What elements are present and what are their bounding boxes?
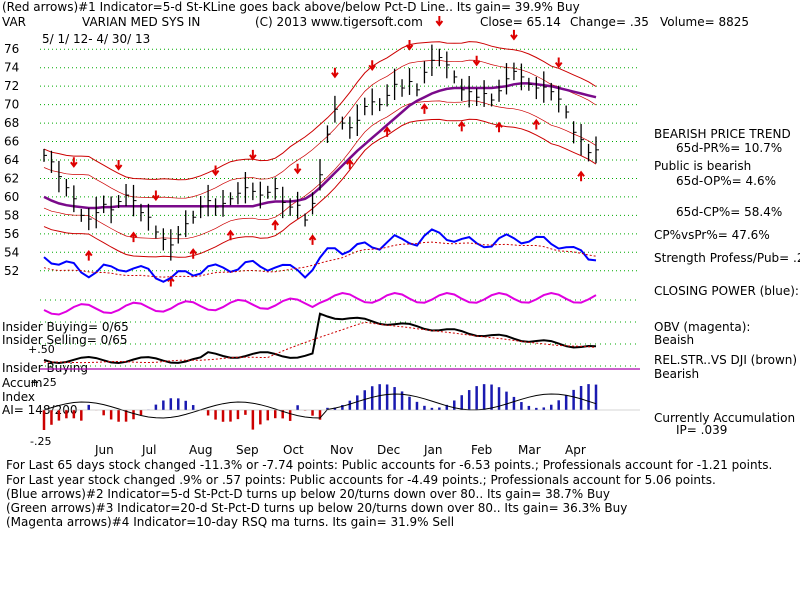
buy-arrow-icon	[383, 126, 391, 137]
sell-arrow-icon	[70, 157, 78, 168]
y-tick-label: 72	[4, 79, 19, 93]
accum-label: Accum	[2, 376, 43, 390]
closing-power-ma	[43, 241, 597, 278]
plus25-tick: +.25	[30, 376, 57, 389]
y-tick-label: 66	[4, 135, 19, 149]
cpvspr-stat: CP%vsPr%= 47.6%	[654, 228, 770, 242]
copyright-text: (C) 2013 www.tigersoft.com	[255, 15, 423, 29]
obv-label: OBV (magenta):	[654, 320, 751, 334]
strength-stat: Strength Profess/Pub= .2	[654, 251, 800, 265]
footer-line-5: (Magenta arrows)#4 Indicator=10-day RSQ …	[6, 515, 455, 529]
buy-arrow-icon	[226, 229, 235, 241]
closing-power-line	[43, 228, 597, 283]
op-stat: 65d-OP%= 4.6%	[676, 174, 776, 188]
volume-value: Volume= 8825	[660, 15, 750, 29]
sell-arrow-icon	[472, 55, 481, 67]
sell-arrow-icon	[554, 57, 563, 69]
y-tick-label: 58	[4, 208, 19, 222]
footer-line-2: For Last year stock changed .9% or .57 p…	[6, 473, 716, 487]
accumulation-label: Currently Accumulation	[654, 411, 796, 425]
sell-arrow-icon	[114, 160, 123, 171]
buy-arrow-icon	[532, 118, 541, 130]
y-tick-label: 60	[4, 190, 19, 204]
plus50-tick: +.50	[28, 343, 55, 356]
x-tick-label: Apr	[565, 443, 586, 457]
y-tick-label: 68	[4, 116, 19, 130]
lower-band	[43, 118, 597, 258]
buy-arrow-icon	[495, 121, 503, 133]
closing-power-label: CLOSING POWER (blue):	[654, 284, 799, 298]
x-tick-label: Aug	[189, 443, 212, 457]
trend-title: BEARISH PRICE TREND	[654, 127, 791, 141]
relstr-label: REL.STR..VS DJI (brown)	[654, 353, 798, 367]
y-tick-label: 74	[4, 61, 19, 75]
public-stat: Public is bearish	[654, 159, 752, 173]
change-value: Change= .35	[570, 15, 649, 29]
insider-selling-count: Insider Selling= 0/65	[2, 333, 128, 347]
insider-buying-line-label: Insider Buying	[2, 361, 88, 375]
x-tick-label: Dec	[377, 443, 400, 457]
y-tick-label: 64	[4, 153, 19, 167]
sell-arrow-icon	[249, 149, 257, 161]
x-tick-label: Sep	[236, 443, 259, 457]
sell-arrow-icon	[293, 163, 302, 175]
pr-stat: 65d-PR%= 10.7%	[676, 141, 783, 155]
x-tick-label: Jun	[94, 443, 114, 457]
cp-stat: 65d-CP%= 58.4%	[676, 205, 783, 219]
buy-arrow-icon	[420, 103, 429, 114]
x-tick-label: Jan	[423, 443, 443, 457]
buy-arrow-icon	[189, 248, 197, 259]
buy-arrow-icon	[129, 231, 138, 243]
buy-arrow-icon	[346, 158, 354, 170]
y-tick-label: 54	[4, 245, 19, 259]
ticker-symbol: VAR	[2, 15, 26, 29]
relative-strength-ma	[43, 321, 597, 364]
y-tick-label: 70	[4, 98, 19, 112]
sell-arrow-icon	[510, 29, 518, 41]
y-tick-label: 56	[4, 227, 19, 241]
x-tick-label: Jul	[141, 443, 156, 457]
company-name: VARIAN MED SYS IN	[82, 15, 201, 29]
x-tick-label: Oct	[283, 443, 304, 457]
sell-arrow-icon	[435, 16, 444, 27]
header-indicator-line: (Red arrows)#1 Indicator=5-d St-KLine go…	[2, 0, 580, 14]
x-tick-label: Nov	[330, 443, 353, 457]
y-tick-label: 76	[4, 42, 19, 56]
x-tick-label: Feb	[471, 443, 492, 457]
inner-upper-band	[43, 59, 597, 199]
footer-line-1: For Last 65 days stock changed -11.3% or…	[6, 458, 773, 472]
obv-state: Beaish	[654, 333, 695, 347]
index-label: Index	[2, 390, 36, 404]
sell-arrow-icon	[405, 40, 414, 51]
buy-arrow-icon	[271, 219, 280, 231]
obv-line	[43, 291, 597, 316]
buy-arrow-icon	[84, 249, 93, 261]
relative-strength-line	[43, 312, 597, 365]
sell-arrow-icon	[152, 190, 160, 202]
upper-band	[43, 41, 597, 181]
date-range: 5/ 1/ 12- 4/ 30/ 13	[42, 32, 151, 46]
buy-arrow-icon	[457, 120, 466, 132]
y-tick-label: 62	[4, 171, 19, 185]
footer-line-3: (Blue arrows)#2 Indicator=5-d St-Pct-D t…	[6, 487, 610, 501]
sell-arrow-icon	[331, 67, 339, 79]
sell-arrow-icon	[211, 165, 220, 177]
minus25-tick: -.25	[30, 435, 52, 448]
accum-ma-line	[43, 393, 597, 419]
x-tick-label: Mar	[518, 443, 541, 457]
footer-line-4: (Green arrows)#3 Indicator=20-d St-Pct-D…	[6, 501, 628, 515]
close-price: Close= 65.14	[480, 15, 561, 29]
y-tick-label: 52	[4, 264, 19, 278]
sell-arrow-icon	[368, 60, 377, 71]
ip-stat: IP= .039	[676, 423, 728, 437]
buy-arrow-icon	[308, 234, 317, 245]
relstr-state: Bearish	[654, 367, 700, 381]
insider-buying-count: Insider Buying= 0/65	[2, 320, 129, 334]
buy-arrow-icon	[577, 170, 585, 182]
